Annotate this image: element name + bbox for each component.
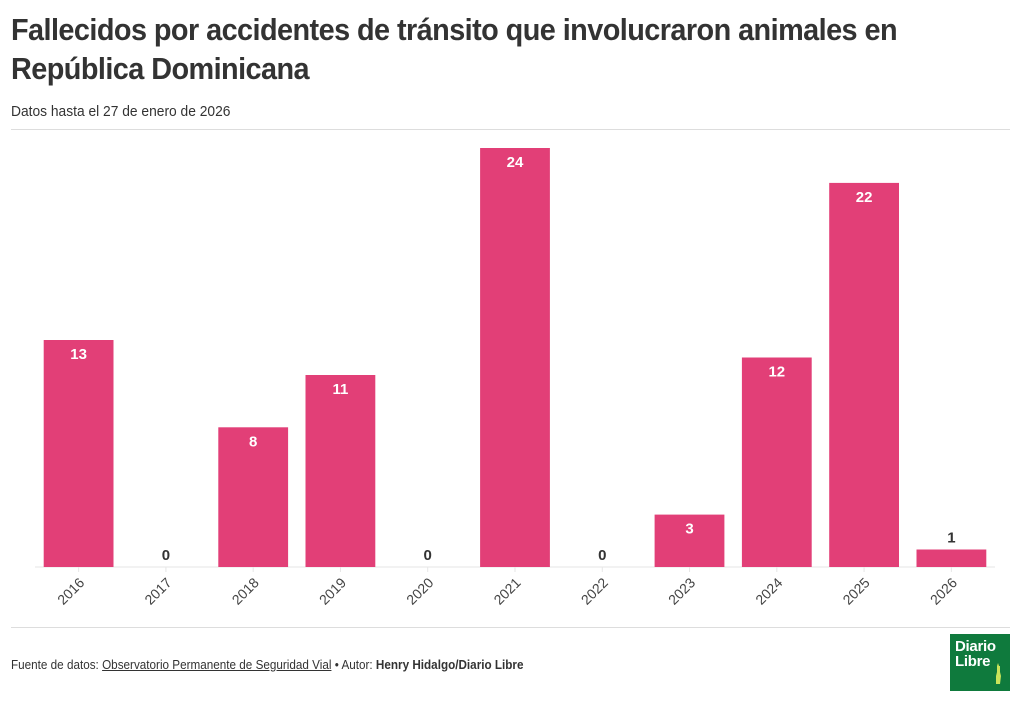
top-divider [11, 129, 1010, 130]
chart-subtitle: Datos hasta el 27 de enero de 2026 [11, 103, 231, 120]
data-label-2016: 13 [70, 346, 87, 363]
logo-text-line2: Libre [955, 653, 991, 670]
data-label-2017: 0 [162, 547, 170, 564]
bar-2016 [43, 340, 114, 567]
chart-title: Fallecidos por accidentes de tránsito qu… [11, 12, 898, 86]
data-label-2019: 11 [333, 381, 349, 398]
data-label-2025: 22 [856, 189, 873, 206]
data-label-2021: 24 [507, 154, 524, 171]
author-name: Henry Hidalgo/Diario Libre [375, 657, 524, 672]
diario-libre-logo[interactable]: Diario Libre [950, 634, 1010, 691]
bar-2025 [829, 182, 899, 567]
bars-group [43, 148, 987, 567]
bar-chart: 2016 2017 2018 2019 2020 2021 2022 2023 2024 2025… [35, 148, 995, 608]
data-label-2024: 12 [768, 364, 785, 381]
data-label-2026: 1 [947, 530, 955, 547]
x-tick-label-2022: 2022 [578, 574, 611, 607]
source-label: Fuente de datos: [11, 657, 99, 672]
x-tick-label-2023: 2023 [665, 574, 698, 607]
data-label-2020: 0 [424, 547, 432, 564]
x-tick-label-2017: 2017 [141, 574, 174, 607]
data-label-2022: 0 [598, 547, 606, 564]
data-label-2018: 8 [249, 433, 257, 450]
bar-2026 [916, 549, 987, 567]
footer-credits: Fuente de datos: Observatorio Permanente… [11, 657, 524, 672]
bar-2023 [654, 514, 725, 567]
bottom-divider [11, 627, 1010, 628]
x-tick-label-2026: 2026 [927, 574, 960, 607]
author-label: Autor: [341, 657, 373, 672]
liberty-figure-icon [996, 663, 1001, 684]
data-labels-group: 13 0 8 11 0 24 0 3 12 22 1 [70, 154, 955, 564]
bar-2021 [480, 148, 550, 567]
x-tick-label-2025: 2025 [839, 574, 872, 607]
separator: • [334, 657, 339, 672]
x-tick-label-2024: 2024 [752, 574, 785, 607]
x-tick-label-2018: 2018 [229, 574, 262, 607]
bar-2018 [218, 427, 289, 567]
bar-2024 [741, 357, 812, 567]
x-tick-label-2021: 2021 [490, 574, 523, 607]
x-tick-label-2016: 2016 [54, 574, 87, 607]
logo-text-line1: Diario [955, 638, 996, 655]
x-ticks-group: 2016 2017 2018 2019 2020 2021 2022 2023 2024 2025… [54, 567, 960, 608]
source-link[interactable]: Observatorio Permanente de Seguridad Via… [102, 657, 332, 672]
data-label-2023: 3 [685, 521, 693, 538]
bar-2019 [305, 375, 376, 567]
x-tick-label-2019: 2019 [316, 574, 349, 607]
x-tick-label-2020: 2020 [403, 574, 436, 607]
